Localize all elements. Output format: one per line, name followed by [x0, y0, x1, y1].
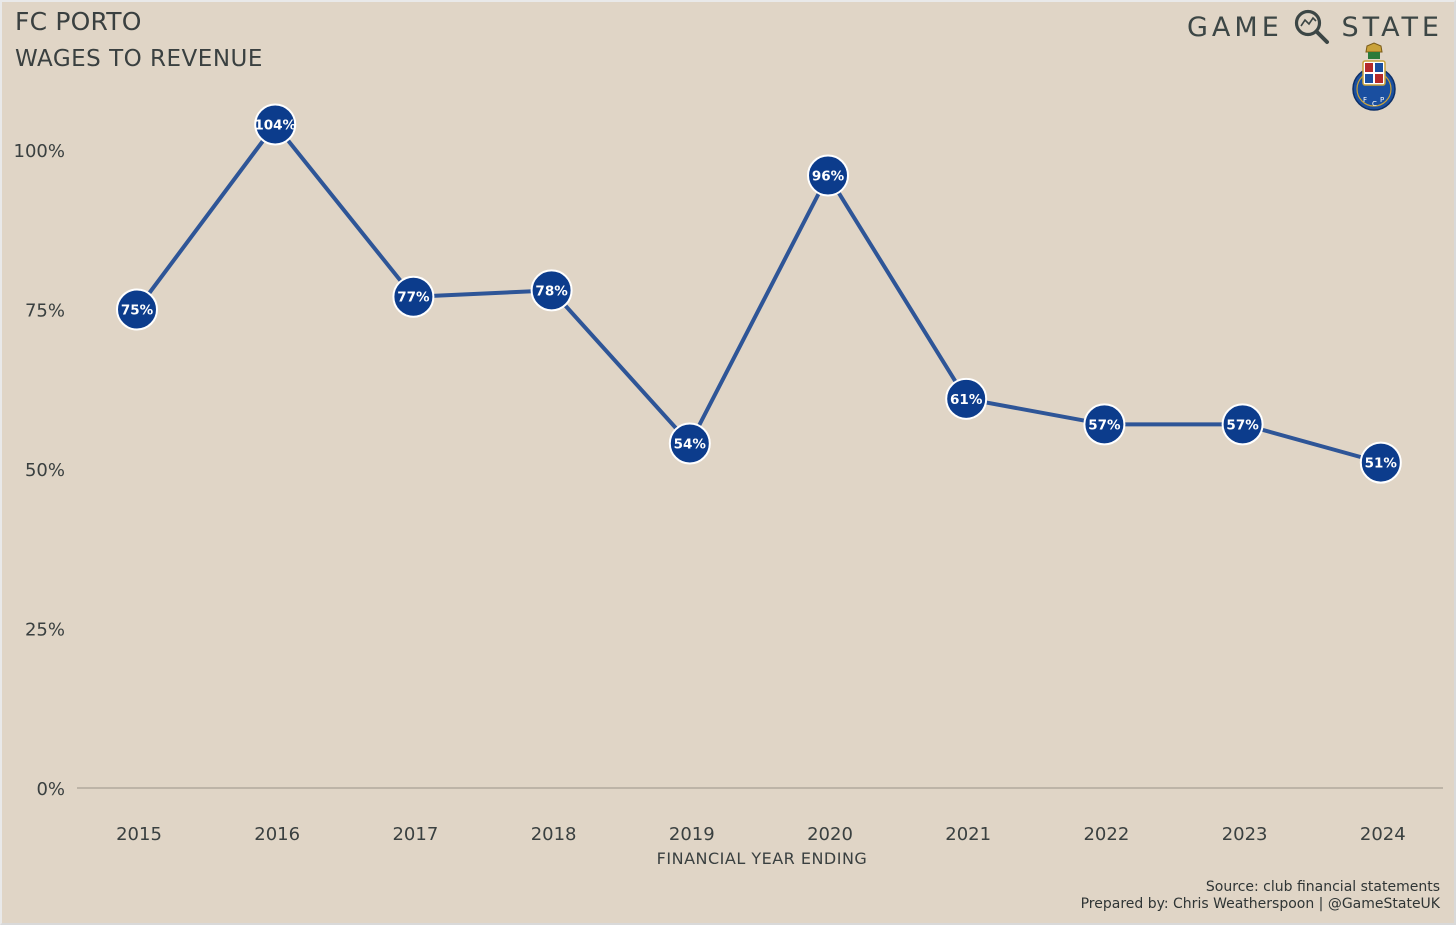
chart-title: FC PORTO	[15, 7, 142, 36]
data-label: 57%	[1226, 417, 1259, 433]
data-label: 75%	[121, 303, 154, 319]
fc-porto-crest-icon: F C P	[1352, 42, 1396, 111]
x-tick-label: 2023	[1222, 824, 1268, 845]
y-tick-label: 75%	[25, 301, 65, 322]
data-point	[1359, 441, 1402, 484]
data-label: 51%	[1365, 456, 1398, 472]
data-point	[1221, 403, 1264, 446]
svg-text:C: C	[1372, 100, 1377, 108]
data-point	[254, 103, 297, 146]
x-tick-label: 2018	[531, 824, 577, 845]
x-tick-label: 2016	[254, 824, 300, 845]
x-axis-title: FINANCIAL YEAR ENDING	[656, 849, 868, 868]
x-tick-label: 2020	[807, 824, 853, 845]
source-note: Source: club financial statements Prepar…	[1081, 879, 1440, 913]
x-tick-label: 2024	[1360, 824, 1406, 845]
source-line: Source: club financial statements	[1205, 879, 1440, 895]
data-label: 78%	[535, 283, 568, 299]
x-tick-label: 2019	[669, 824, 715, 845]
brand-word-state: STATE	[1341, 11, 1443, 43]
x-tick-label: 2022	[1083, 824, 1129, 845]
svg-text:F: F	[1363, 96, 1367, 104]
data-label: 104%	[254, 117, 296, 133]
y-tick-label: 100%	[14, 141, 65, 162]
brand-logo: GAME STATE	[1187, 7, 1443, 47]
data-label: 61%	[950, 392, 983, 408]
y-tick-label: 50%	[25, 460, 65, 481]
data-point	[807, 154, 849, 197]
y-tick-label: 25%	[25, 620, 65, 641]
prepared-by-line: Prepared by: Chris Weatherspoon | @GameS…	[1080, 896, 1440, 912]
data-label: 54%	[674, 436, 707, 452]
data-point	[668, 422, 711, 465]
data-label: 77%	[397, 290, 430, 306]
magnifier-icon	[1295, 9, 1330, 44]
x-tick-label: 2015	[116, 824, 162, 845]
data-point	[530, 269, 573, 312]
x-tick-label: 2021	[945, 824, 991, 845]
data-label: 96%	[812, 169, 845, 185]
x-tick-label: 2017	[392, 824, 438, 845]
svg-text:P: P	[1380, 96, 1384, 104]
data-point	[1083, 403, 1126, 446]
data-point	[116, 288, 158, 331]
data-point	[945, 377, 988, 420]
data-point	[392, 275, 435, 318]
chart-subtitle: WAGES TO REVENUE	[15, 46, 263, 72]
data-label: 57%	[1088, 417, 1121, 433]
brand-word-game: GAME	[1187, 11, 1283, 43]
y-tick-label: 0%	[36, 779, 65, 800]
series-line	[135, 122, 1382, 465]
